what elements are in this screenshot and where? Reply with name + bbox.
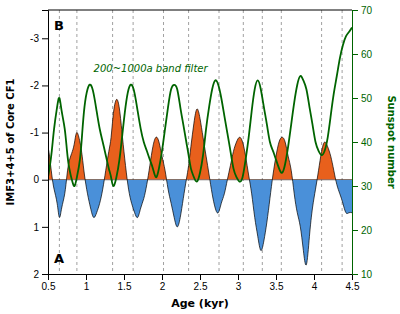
tick-label: 1 [84,281,90,292]
tick: 4.5 [346,274,360,292]
reference-line [188,10,189,274]
panel-label: A [54,251,64,266]
area-outline [48,99,352,265]
tick-label: 30 [361,181,373,192]
tick-mark [276,274,277,280]
tick: 3 [236,274,242,292]
annotation: 200~1000a band filter [94,63,209,74]
tick: 2 [33,269,48,280]
tick-mark [200,274,201,280]
area-positive [48,180,352,265]
tick-label: -3 [30,33,39,44]
tick-mark [352,274,358,275]
axis: 10 20 30 40 50 60 70 [352,5,373,280]
tick: 20 [352,225,373,236]
tick-mark [352,10,358,11]
tick-label: 0.5 [42,281,56,292]
tick-mark [42,274,48,275]
tick-label: 2.5 [194,281,208,292]
tick: -2 [30,80,48,91]
tick-mark [42,85,48,86]
tick-label: 1.5 [118,281,132,292]
tick-label: 4.5 [346,281,360,292]
tick-mark [124,274,125,280]
tick-label: 70 [361,5,373,16]
tick: 3.5 [270,274,284,292]
panel-label: B [54,18,64,33]
tick: 60 [352,49,373,60]
reference-line [219,10,220,274]
tick-label: 2 [160,281,166,292]
tick-label: 10 [361,269,373,280]
tick: 10 [352,269,373,280]
tick-mark [162,274,163,280]
tick: 40 [352,137,373,148]
tick-label: 20 [361,225,373,236]
tick-mark [352,54,358,55]
axis-title: IMF3+4+5 of Core CF1 [5,79,16,206]
tick-mark [352,186,358,187]
tick: 0.5 [42,274,56,292]
axis: 2 1 0 -1 -2 -3 [30,11,48,280]
reference-line [133,10,134,274]
tick-label: 2 [33,269,39,280]
tick: 1 [84,274,90,292]
tick-mark [352,98,358,99]
tick-mark [352,230,358,231]
tick: 2 [160,274,166,292]
tick: -1 [30,127,48,138]
tick: -3 [30,33,48,44]
axis-line [42,11,49,275]
reference-line [321,10,322,274]
tick-mark [352,142,358,143]
frame [48,10,352,11]
tick-mark [42,180,48,181]
tick-mark [238,274,239,280]
tick-label: 3 [236,281,242,292]
tick-label: 50 [361,93,373,104]
tick-label: 1 [33,222,39,233]
tick-label: 0 [33,174,39,185]
plot: 0.511.522.533.544.5210-1-2-3102030405060… [5,5,397,310]
tick: 70 [352,5,373,16]
tick-mark [42,133,48,134]
tick: 50 [352,93,373,104]
reference-line [243,10,244,274]
chart: 0.511.522.533.544.5210-1-2-3102030405060… [0,0,400,314]
axis-title: Age (kyr) [171,297,229,310]
tick-mark [42,227,48,228]
tick-label: 3.5 [270,281,284,292]
tick-label: -1 [30,127,39,138]
tick-label: 4 [312,281,318,292]
tick: 1 [33,222,48,233]
axis-line [353,11,359,275]
axis-title: Sunspot number [386,95,397,188]
area-negative [48,99,352,179]
tick-label: 40 [361,137,373,148]
tick-mark [86,274,87,280]
tick-label: -2 [30,80,39,91]
tick-mark [314,274,315,280]
tick: 30 [352,181,373,192]
marks [48,10,352,274]
line [48,28,352,187]
axis-line [49,275,353,281]
tick: 2.5 [194,274,208,292]
tick: 4 [312,274,318,292]
tick: 0 [33,174,48,185]
axis: 0.5 1 1.5 2 2.5 3 3.5 4 4.5 [42,274,360,292]
tick: 1.5 [118,274,132,292]
reference-line [59,10,60,274]
tick-mark [42,38,48,39]
tick-label: 60 [361,49,373,60]
